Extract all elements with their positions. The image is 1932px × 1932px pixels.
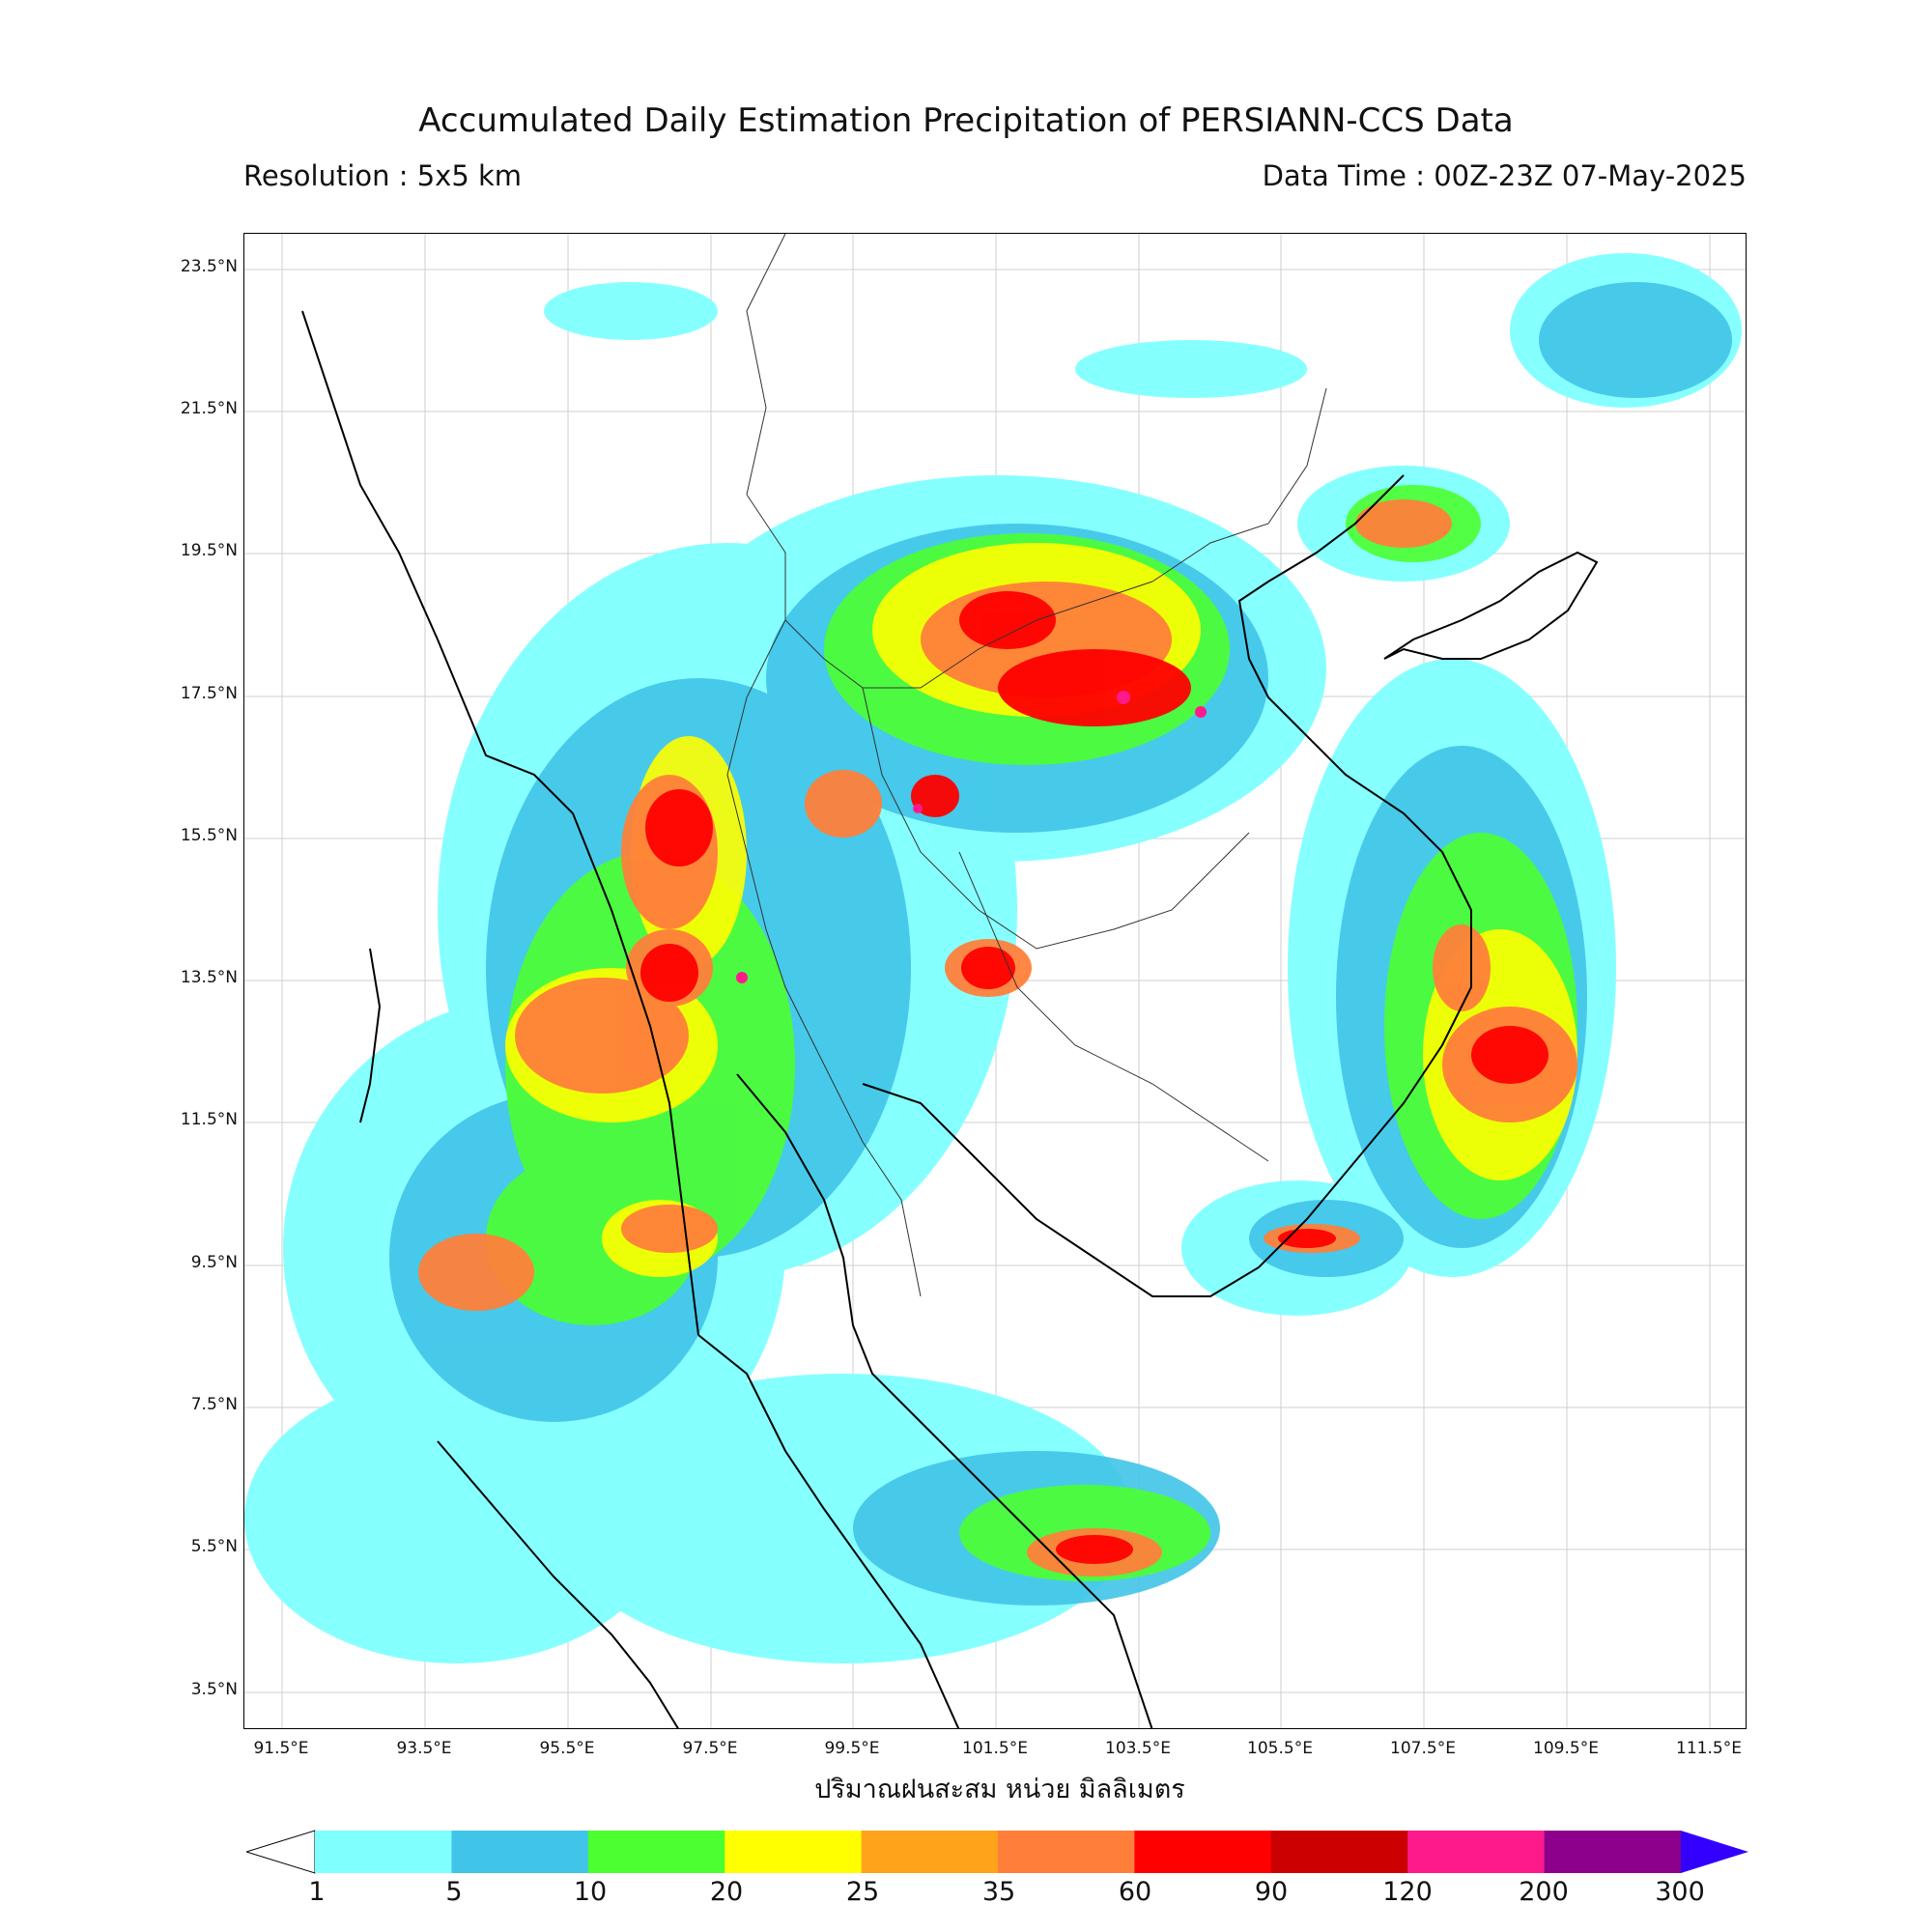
lon-label: 105.5°E — [1247, 1739, 1313, 1758]
colorbar-segment — [1134, 1831, 1272, 1873]
colorbar-tick: 5 — [445, 1877, 463, 1907]
lon-label: 93.5°E — [396, 1739, 452, 1758]
colorbar-high-extend — [1681, 1831, 1748, 1873]
lat-label: 15.5°N — [180, 826, 238, 845]
lon-label: 103.5°E — [1105, 1739, 1171, 1758]
colorbar — [246, 1830, 1748, 1874]
colorbar-segments — [315, 1831, 1682, 1873]
lat-label: 19.5°N — [180, 541, 238, 560]
xaxis-title: ปริมาณฝนสะสม หน่วย มิลลิเมตร — [814, 1775, 1185, 1804]
colorbar-tick: 120 — [1382, 1877, 1433, 1907]
colorbar-segment — [315, 1831, 452, 1873]
borders — [726, 234, 1327, 1297]
resolution-label: Resolution : 5x5 km — [243, 159, 523, 192]
colorbar-segment — [1407, 1831, 1546, 1873]
lat-label: 5.5°N — [190, 1537, 238, 1556]
lon-label: 97.5°E — [682, 1739, 738, 1758]
data-time-label: Data Time : 00Z-23Z 07-May-2025 — [1262, 159, 1747, 192]
lon-label: 107.5°E — [1390, 1739, 1456, 1758]
lon-label: 95.5°E — [539, 1739, 595, 1758]
coastlines — [301, 310, 1599, 1728]
colorbar-tick: 90 — [1254, 1877, 1289, 1907]
colorbar-tick: 300 — [1655, 1877, 1705, 1907]
colorbar-segment — [451, 1831, 589, 1873]
precipitation-map — [243, 233, 1747, 1729]
rainfall-field — [244, 253, 1742, 1663]
lat-label: 3.5°N — [190, 1680, 238, 1699]
lat-label: 17.5°N — [180, 684, 238, 703]
lon-label: 101.5°E — [962, 1739, 1028, 1758]
colorbar-segment — [861, 1831, 999, 1873]
lat-label: 11.5°N — [180, 1110, 238, 1129]
lat-label: 9.5°N — [190, 1253, 238, 1272]
colorbar-segment — [998, 1831, 1135, 1873]
lat-label: 7.5°N — [190, 1395, 238, 1414]
lon-label: 111.5°E — [1676, 1739, 1742, 1758]
colorbar-tick: 1 — [308, 1877, 326, 1907]
lon-label: 99.5°E — [824, 1739, 880, 1758]
colorbar-segment — [1270, 1831, 1408, 1873]
lat-label: 23.5°N — [180, 257, 238, 276]
colorbar-tick: 25 — [845, 1877, 880, 1907]
colorbar-segment — [1544, 1831, 1682, 1873]
lon-label: 109.5°E — [1533, 1739, 1599, 1758]
map-title: Accumulated Daily Estimation Precipitati… — [418, 101, 1514, 140]
colorbar-low-extend — [246, 1830, 316, 1874]
lat-label: 21.5°N — [180, 399, 238, 418]
map-canvas — [244, 234, 1746, 1728]
colorbar-tick: 35 — [981, 1877, 1016, 1907]
colorbar-segment — [724, 1831, 863, 1873]
colorbar-tick: 20 — [709, 1877, 744, 1907]
lat-label: 13.5°N — [180, 968, 238, 987]
colorbar-tick: 60 — [1118, 1877, 1152, 1907]
colorbar-tick: 10 — [573, 1877, 608, 1907]
lon-label: 91.5°E — [253, 1739, 309, 1758]
colorbar-tick: 200 — [1519, 1877, 1569, 1907]
colorbar-segment — [587, 1831, 725, 1873]
